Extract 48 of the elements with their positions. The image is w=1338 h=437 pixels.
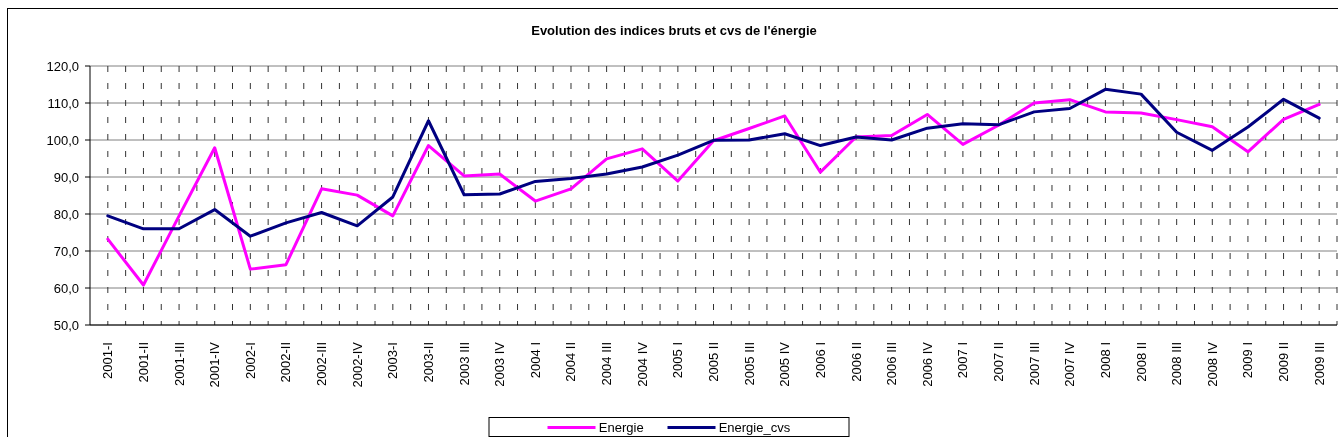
y-tick-label: 70,0 [53,243,79,259]
x-tick-label: 2005 II [706,342,721,382]
x-tick-label: 2004 II [563,342,579,382]
x-tick-label: 2008 III [1169,342,1185,386]
x-tick-label: 2009 III [1311,342,1327,386]
y-tick-label: 100,0 [46,132,79,148]
x-tick-label: 2003-II [420,342,436,383]
x-tick-label: 2004 III [599,342,615,386]
x-tick-label: 2006 III [884,342,900,386]
x-tick-label: 2007 IV [1062,341,1078,387]
x-tick-label: 2007 I [955,342,971,379]
x-tick-label: 2005 I [670,342,686,379]
legend-label: Energie [598,419,644,435]
x-tick-label: 2002-II [278,342,294,383]
x-tick-label: 2001-I [100,342,116,379]
x-tick-label: 2004 IV [634,341,650,387]
x-tick-label: 2001-IV [207,341,223,388]
y-tick-label: 50,0 [53,317,79,333]
x-tick-label: 2006 II [848,342,864,382]
x-tick-label: 2001-II [135,342,151,383]
x-tick-label: 2006 IV [919,341,935,387]
x-tick-label: 2006 I [812,342,828,379]
x-tick-label: 2009 II [1276,342,1292,382]
x-tick-label: 2008 I [1097,342,1113,379]
x-tick-label: 2008 II [1133,342,1149,382]
x-tick-label: 2001-III [171,342,187,387]
x-tick-label: 2002-I [242,342,258,379]
x-tick-label: 2007 III [1026,342,1042,386]
x-tick-label: 2009 I [1240,342,1256,379]
y-tick-label: 110,0 [47,95,79,111]
line-series [106,87,1321,238]
x-tick-label: 2008 IV [1204,341,1220,387]
line-series [106,98,1321,287]
x-tick-label: 2005 III [741,342,757,386]
x-tick-label: 2002-III [314,342,330,387]
x-tick-label: 2007 II [991,342,1007,382]
x-tick-label: 2003 III [456,342,472,386]
x-tick-label: 2002-IV [349,341,365,388]
y-tick-label: 60,0 [53,280,79,296]
x-tick-label: 2004 I [527,342,543,379]
x-tick-label: 2005 IV [777,341,793,387]
y-tick-label: 90,0 [53,169,79,185]
y-tick-label: 80,0 [53,206,79,222]
x-tick-label: 2003 IV [492,341,508,387]
legend-label: Energie_cvs [718,419,791,435]
y-tick-label: 120,0 [46,58,79,74]
chart-title: Evolution des indices bruts et cvs de l'énergie [530,23,818,39]
x-tick-label: 2003-I [385,342,401,379]
